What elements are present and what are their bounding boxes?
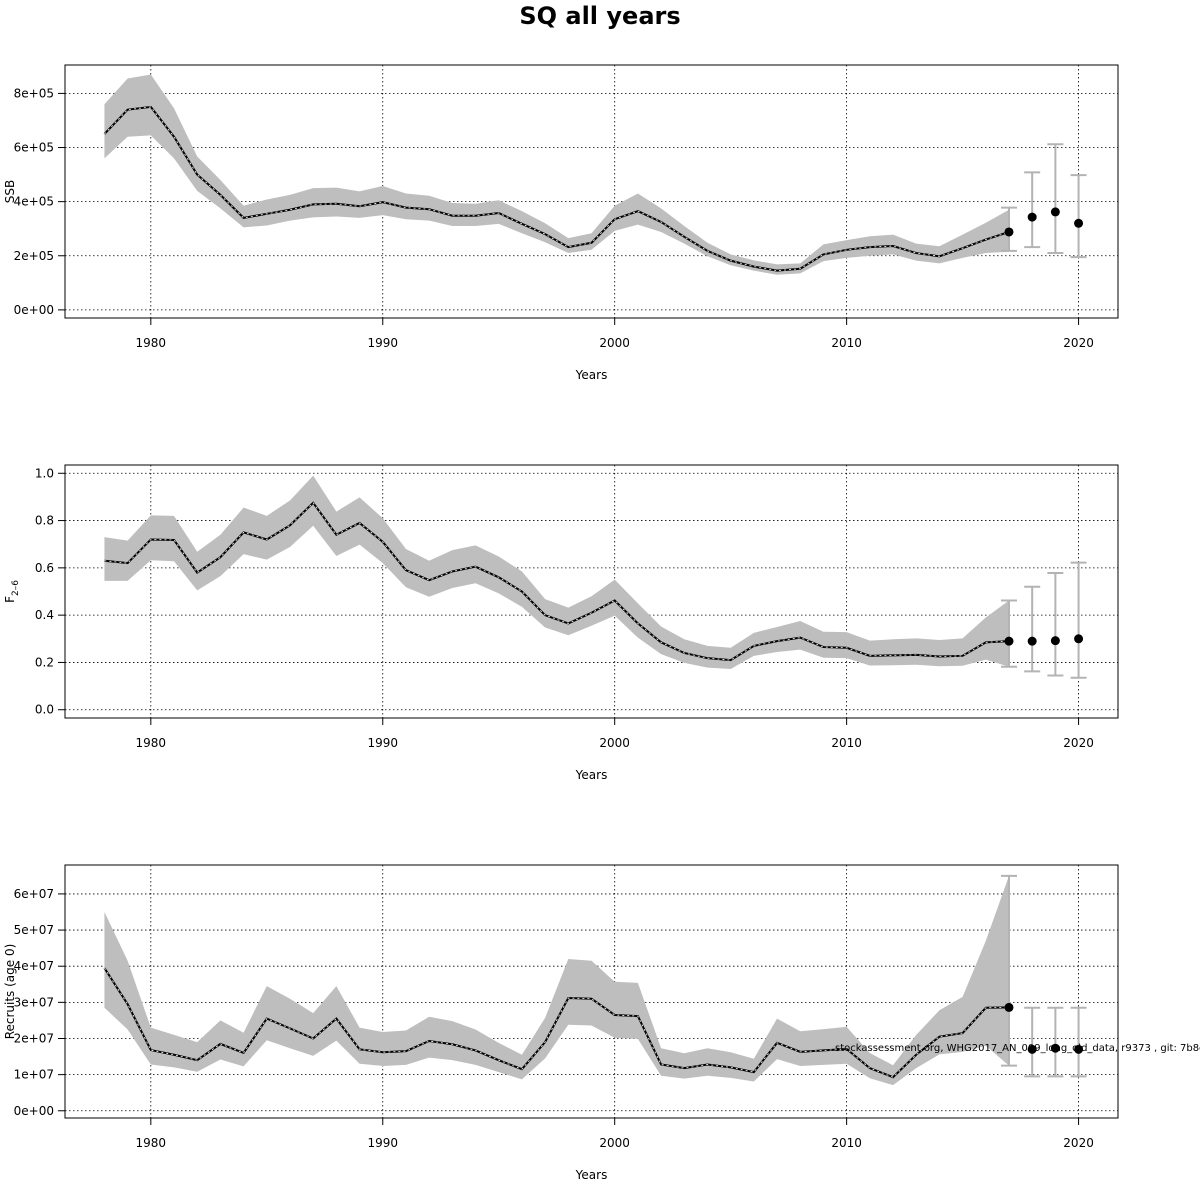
forecast-point (1027, 212, 1037, 222)
forecast-point (1074, 1044, 1084, 1054)
x-tick-label: 1990 (367, 1136, 398, 1150)
y-axis-label: SSB (3, 180, 17, 203)
y-tick-label: 0.8 (35, 514, 54, 528)
x-tick-label: 2010 (831, 736, 862, 750)
forecast-point (1027, 1044, 1037, 1054)
y-tick-label: 6e+05 (14, 141, 54, 155)
x-tick-label: 1980 (136, 736, 167, 750)
x-tick-label: 2020 (1063, 736, 1094, 750)
x-tick-label: 2010 (831, 1136, 862, 1150)
y-tick-label: 6e+07 (14, 887, 54, 901)
y-tick-label: 1.0 (35, 466, 54, 480)
plot-frame (64, 64, 1119, 319)
x-tick-label: 2020 (1063, 336, 1094, 350)
y-tick-label: 2e+05 (14, 249, 54, 263)
y-tick-label: 0e+00 (14, 303, 54, 317)
estimate-line (104, 501, 1010, 662)
estimate-line-dots (104, 106, 1010, 272)
y-tick-label: 0.2 (35, 655, 54, 669)
x-tick-label: 2000 (599, 1136, 630, 1150)
y-tick-label: 8e+05 (14, 86, 54, 100)
chart-title: SQ all years (519, 2, 680, 30)
forecast-point (1050, 1043, 1060, 1053)
panel-3: 1980 1990 2000 2010 2020 0e+00 1e+07 2e+07 3e+07… (3, 864, 1119, 1182)
confidence-band (104, 875, 1009, 1086)
x-tick-label: 1990 (367, 736, 398, 750)
x-tick-label: 2000 (599, 736, 630, 750)
panel-2: 1980 1990 2000 2010 2020 0.0 0.2 0.4 0.6 0.8 1.0 Ye… (3, 464, 1119, 782)
y-tick-label: 0e+00 (14, 1104, 54, 1118)
y-tick-label: 0.0 (35, 703, 54, 717)
confidence-band (104, 475, 1009, 670)
x-tick-label: 2010 (831, 336, 862, 350)
y-tick-label: 2e+07 (14, 1031, 54, 1045)
x-axis-label: Years (575, 368, 608, 382)
x-tick-label: 1980 (136, 336, 167, 350)
plot-frame (64, 864, 1119, 1119)
x-axis-label: Years (575, 1168, 608, 1182)
x-tick-label: 1980 (136, 1136, 167, 1150)
panel-1: 1980 1990 2000 2010 2020 0e+00 2e+05 4e+05 6e+05… (3, 64, 1119, 382)
forecast-point (1074, 634, 1084, 644)
x-tick-label: 2020 (1063, 1136, 1094, 1150)
y-tick-label: 1e+07 (14, 1068, 54, 1082)
confidence-band (104, 74, 1009, 275)
y-tick-label: 4e+05 (14, 195, 54, 209)
estimate-line-dots (104, 967, 1009, 1078)
y-tick-label: 4e+07 (14, 959, 54, 973)
y-tick-label: 0.4 (35, 608, 54, 622)
y-axis-label: Recruits (age 0) (3, 944, 17, 1040)
x-tick-label: 1990 (367, 336, 398, 350)
footnote: stockassessment.org, WHG2017_AN_009_long… (835, 1043, 1200, 1054)
forecast-point (1050, 636, 1060, 646)
forecast-point (1050, 207, 1060, 217)
forecast-point (1004, 636, 1014, 646)
forecast-point (1074, 218, 1084, 228)
x-axis-label: Years (575, 768, 608, 782)
y-tick-label: 0.6 (35, 561, 54, 575)
forecast-point (1004, 227, 1014, 237)
forecast-point (1004, 1002, 1014, 1012)
y-tick-label: 3e+07 (14, 995, 54, 1009)
plot-frame (64, 464, 1119, 719)
y-tick-label: 5e+07 (14, 923, 54, 937)
forecast-point (1027, 636, 1037, 646)
x-tick-label: 2000 (599, 336, 630, 350)
